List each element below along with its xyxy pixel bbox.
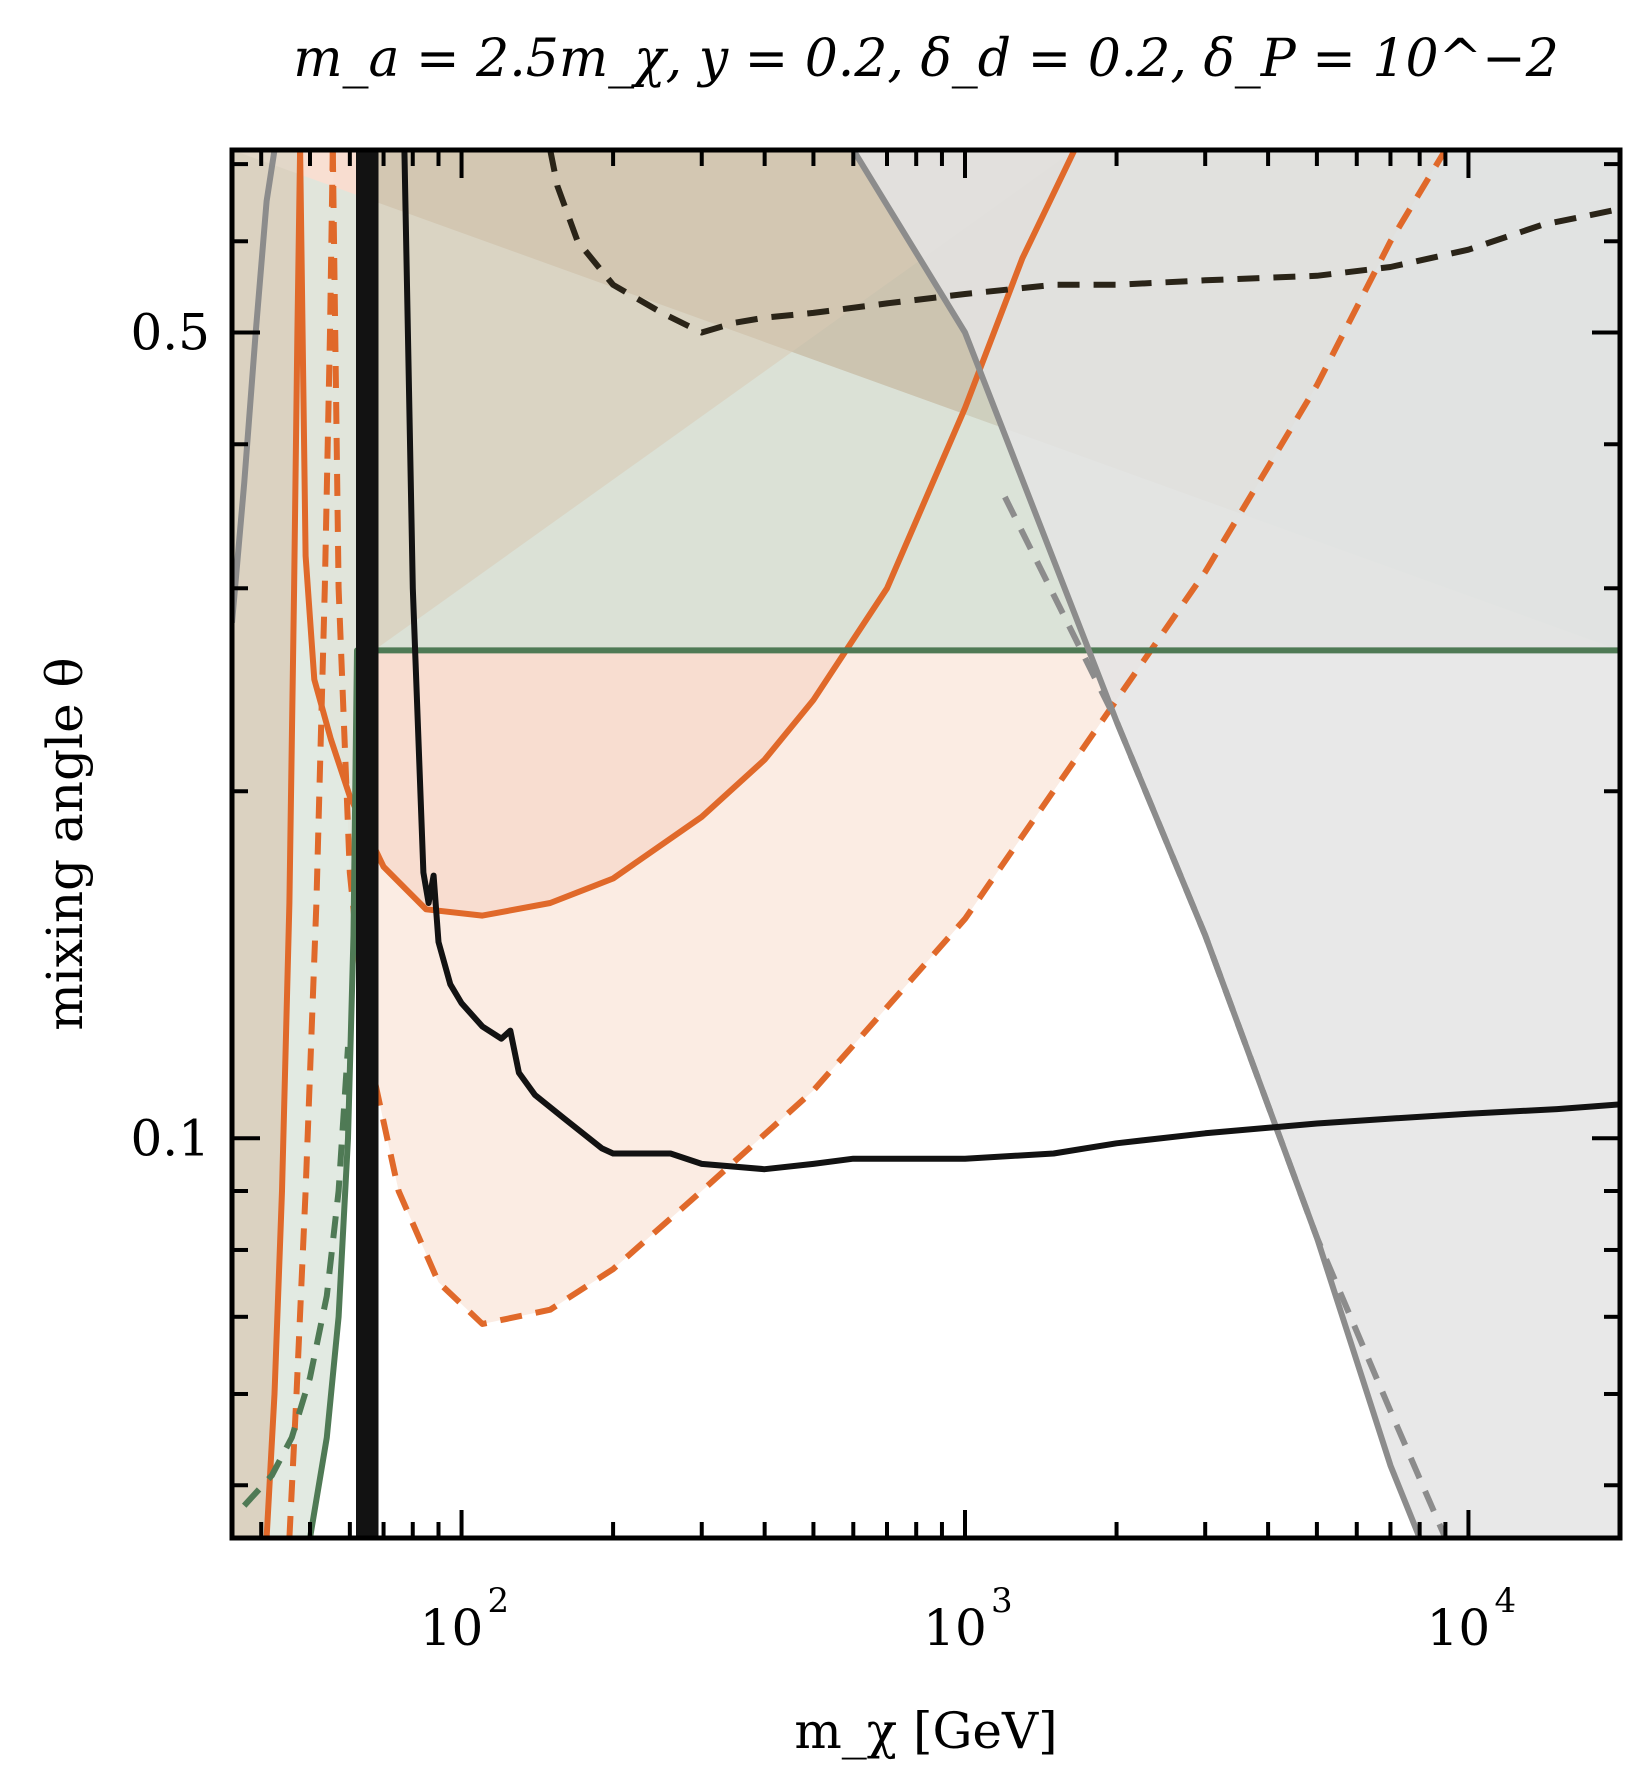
x-tick-label: 10 <box>420 1599 484 1657</box>
x-tick-exponent: 3 <box>991 1581 1013 1621</box>
series-line-8 <box>1002 495 1449 1538</box>
x-tick-exponent: 2 <box>488 1581 510 1621</box>
y-axis-label: mixing angle θ <box>36 657 94 1030</box>
y-tick-label: 0.1 <box>130 1109 210 1167</box>
upper-excluded-region <box>374 150 1075 651</box>
chart-title: m_a = 2.5m_χ, y = 0.2, δ_d = 0.2, δ_P = … <box>293 29 1559 89</box>
x-tick-exponent: 4 <box>1494 1581 1516 1621</box>
series-line-0 <box>297 150 1078 919</box>
series-line-5 <box>241 1046 351 1508</box>
x-tick-label: 10 <box>1427 1599 1491 1657</box>
left-excluded-region <box>232 150 301 1538</box>
series-line-9 <box>401 150 1620 1173</box>
series-line-11 <box>356 150 379 1538</box>
shaded-regions <box>232 150 1620 1538</box>
x-tick-labels: 10 2 10 3 10 4 <box>420 1581 1516 1657</box>
series-line-10 <box>547 150 1620 336</box>
y-tick-labels: 0.5 0.1 <box>130 304 210 1168</box>
x-tick-label: 10 <box>923 1599 987 1657</box>
series-line-1 <box>263 150 304 1538</box>
curves <box>232 150 1620 1538</box>
axis-ticks <box>232 150 1622 1538</box>
gray-excluded-region <box>853 150 1620 1538</box>
plot-frame <box>229 147 1623 1541</box>
series-line-3 <box>286 150 336 1538</box>
x-axis-label: m_χ [GeV] <box>794 1702 1057 1760</box>
y-tick-label: 0.5 <box>130 304 210 362</box>
